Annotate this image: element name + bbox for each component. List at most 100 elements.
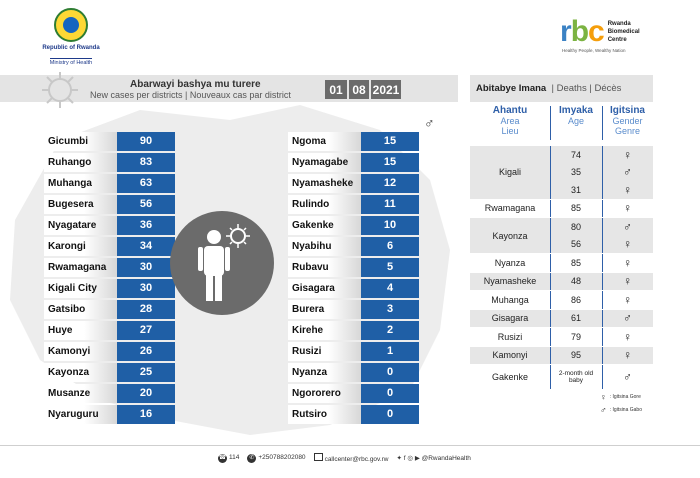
district-name: Rubavu	[288, 258, 361, 277]
case-row: Gisagara 4	[288, 279, 419, 298]
case-row: Nyamagabe 15	[288, 153, 419, 172]
district-name: Gicumbi	[44, 132, 117, 151]
date-month: 08	[349, 80, 369, 99]
female-symbol-icon: ♀	[623, 329, 632, 344]
female-symbol-icon: ♀	[623, 147, 632, 162]
title-main: Abarwayi bashya mu turere	[130, 79, 261, 90]
death-area: Gakenke	[491, 372, 529, 382]
social[interactable]: ✦ f ◎ ▶ @RwandaHealth	[396, 455, 471, 462]
case-count: 28	[117, 300, 175, 319]
case-row: Huye 27	[44, 321, 175, 340]
case-count: 20	[117, 384, 175, 403]
district-name: Nyabihu	[288, 237, 361, 256]
case-count: 6	[361, 237, 419, 256]
column-divider	[550, 254, 551, 272]
death-age: 86	[570, 294, 581, 305]
death-area: Gisagara	[491, 313, 529, 324]
death-row: Kayonza 80 56 ♂ ♀	[470, 218, 653, 253]
case-row: Ngororero 0	[288, 384, 419, 403]
case-count: 56	[117, 195, 175, 214]
hotline: ☎ 114	[218, 453, 240, 463]
death-age: 2-month old baby	[558, 370, 594, 384]
column-divider	[550, 309, 551, 327]
case-count: 30	[117, 279, 175, 298]
district-name: Nyamagabe	[288, 153, 361, 172]
footer-divider	[0, 445, 700, 446]
case-row: Gatsibo 28	[44, 300, 175, 319]
death-area: Nyanza	[494, 257, 526, 268]
column-divider	[550, 146, 551, 199]
female-symbol-icon: ♀	[623, 255, 632, 270]
district-name: Rulindo	[288, 195, 361, 214]
death-area: Muhanga	[491, 294, 529, 305]
case-count: 90	[117, 132, 175, 151]
male-symbol-icon: ♂	[424, 115, 435, 131]
district-name: Gakenke	[288, 216, 361, 235]
male-symbol-icon: ♂	[623, 219, 632, 234]
male-symbol-icon: ♂	[600, 405, 607, 415]
case-count: 26	[117, 342, 175, 361]
phone-icon: ☎	[218, 453, 227, 463]
whatsapp-icon: ✆	[247, 453, 257, 463]
case-count: 4	[361, 279, 419, 298]
district-name: Nyanza	[288, 363, 361, 382]
district-name: Gatsibo	[44, 300, 117, 319]
column-divider	[602, 254, 603, 272]
date-day: 01	[325, 80, 347, 99]
case-row: Nyanza 0	[288, 363, 419, 382]
rbc-letters: rbc	[560, 15, 605, 48]
case-row: Nyabihu 6	[288, 237, 419, 256]
column-divider	[602, 328, 603, 346]
column-divider	[550, 272, 551, 290]
case-count: 63	[117, 174, 175, 193]
district-name: Ngororero	[288, 384, 361, 403]
column-divider	[550, 218, 551, 253]
death-row: Rusizi 79 ♀	[470, 328, 653, 346]
district-name: Muhanga	[44, 174, 117, 193]
person-virus-badge	[170, 211, 274, 315]
column-divider	[550, 328, 551, 346]
district-name: Kayonza	[44, 363, 117, 382]
death-area: Kigali	[498, 167, 521, 178]
death-age: 85	[570, 257, 581, 268]
case-row: Kirehe 2	[288, 321, 419, 340]
column-divider	[602, 218, 603, 253]
legend-male: ♂: Igitsina Gabo	[600, 405, 642, 415]
death-age: 48	[570, 276, 581, 287]
email[interactable]: callcenter@rbc.gov.rw	[313, 453, 388, 463]
case-row: Rubavu 5	[288, 258, 419, 277]
column-divider	[550, 291, 551, 309]
title-subtitle: New cases per districts | Nouveaux cas p…	[90, 90, 291, 100]
column-divider	[550, 365, 551, 389]
death-row: Rwamagana 85 ♀	[470, 200, 653, 218]
date-year: 2021	[371, 80, 401, 99]
rbc-logo: rbc Rwanda Biomedical Centre	[560, 15, 640, 48]
case-row: Musanze 20	[44, 384, 175, 403]
district-name: Ngoma	[288, 132, 361, 151]
death-row: Nyamasheke 48 ♀	[470, 272, 653, 290]
column-divider	[602, 309, 603, 327]
district-name: Rusizi	[288, 342, 361, 361]
death-age: 80	[570, 221, 581, 232]
female-symbol-icon: ♀	[623, 182, 632, 197]
case-count: 1	[361, 342, 419, 361]
case-row: Kayonza 25	[44, 363, 175, 382]
republic-label: Republic of Rwanda	[42, 45, 100, 51]
column-divider	[602, 272, 603, 290]
deaths-header: Abitabye Imana | Deaths | Décès	[470, 75, 653, 102]
death-age: 85	[570, 203, 581, 214]
death-age: 74	[570, 149, 581, 160]
district-name: Kirehe	[288, 321, 361, 340]
female-symbol-icon: ♀	[623, 348, 632, 363]
rbc-name: Rwanda Biomedical Centre	[607, 21, 640, 43]
death-row: Muhanga 86 ♀	[470, 291, 653, 309]
district-name: Bugesera	[44, 195, 117, 214]
district-name: Gisagara	[288, 279, 361, 298]
death-area: Nyamasheke	[483, 276, 537, 287]
male-symbol-icon: ♂	[623, 311, 632, 326]
virus-icon	[42, 72, 78, 108]
case-count: 25	[117, 363, 175, 382]
case-count: 83	[117, 153, 175, 172]
case-row: Ruhango 83	[44, 153, 175, 172]
person-icon	[198, 224, 250, 301]
